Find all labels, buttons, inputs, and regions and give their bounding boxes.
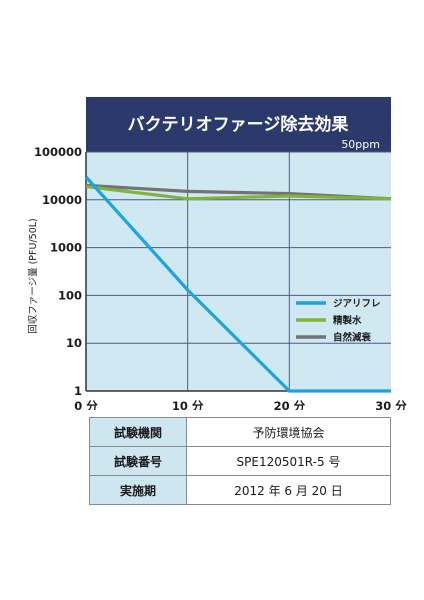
legend-label: 自然減衰 (333, 332, 372, 344)
y-tick-label: 10 (66, 336, 82, 350)
legend-label: 精製水 (333, 315, 362, 327)
table-row: 試験機関 予防環境協会 (89, 417, 391, 447)
x-tick-label: 20 分 (274, 399, 306, 410)
chart-title: バクテリオファージ除去効果 (128, 114, 349, 135)
series-lines (84, 175, 392, 393)
test-number-value: SPE120501R-5 号 (186, 446, 391, 476)
chart-subtitle: 50ppm (341, 138, 380, 151)
test-date-value: 2012 年 6 月 20 日 (186, 475, 391, 505)
y-axis-label: 回収ファージ量 (PFU/50L) (27, 218, 39, 333)
test-info-table: 試験機関 予防環境協会 試験番号 SPE120501R-5 号 実施期 2012… (89, 417, 391, 505)
x-tick-label: 30 分 (375, 399, 407, 410)
chart-header (86, 97, 391, 152)
y-tick-label: 1 (74, 384, 82, 398)
y-tick-labels: 1 10 100 1000 10000 100000 (34, 145, 82, 398)
legend-label: ジアリフレ (333, 299, 381, 310)
test-number-label: 試験番号 (89, 446, 187, 476)
series-line (85, 184, 392, 201)
table-row: 試験番号 SPE120501R-5 号 (89, 446, 391, 476)
test-agency-label: 試験機関 (89, 417, 187, 447)
test-agency-value: 予防環境協会 (186, 417, 391, 447)
y-tick-label: 100 (58, 288, 82, 302)
x-tick-label: 10 分 (172, 399, 204, 410)
y-tick-label: 100000 (34, 145, 82, 159)
x-tick-label: 0 分 (74, 399, 98, 410)
x-tick-labels: 0 分 10 分 20 分 30 分 (74, 399, 407, 410)
table-row: 実施期 2012 年 6 月 20 日 (89, 475, 391, 505)
test-date-label: 実施期 (89, 475, 187, 505)
y-tick-label: 1000 (50, 241, 82, 255)
series-line (84, 175, 391, 393)
y-tick-label: 10000 (42, 193, 82, 207)
